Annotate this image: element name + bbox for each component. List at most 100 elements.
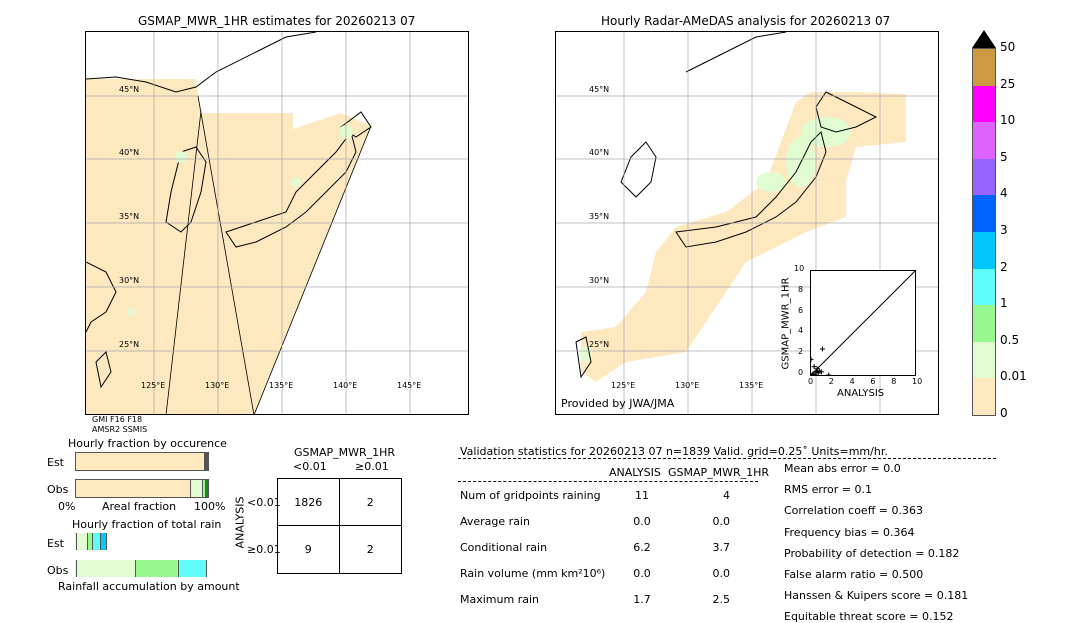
colorbar-extend-arrow — [972, 30, 996, 48]
stat-gsmap-value: 3.7 — [712, 541, 731, 554]
lon-label: 135°E — [739, 381, 764, 390]
scatter-ylabel: GSMAP_MWR_1HR — [780, 277, 792, 370]
scatter-canvas — [811, 271, 915, 375]
scatter-y-tick: 6 — [798, 305, 804, 315]
bar-segment — [190, 480, 203, 497]
colorbar-segment — [973, 49, 995, 86]
one-to-one-line — [811, 271, 915, 375]
stats-col-gsmap: GSMAP_MWR_1HR — [668, 466, 770, 479]
cell-hit-none: 1826 — [278, 479, 340, 526]
bar-segment — [206, 453, 208, 470]
stat-analysis-value: 0.0 — [633, 515, 651, 528]
colorbar-label: 0.5 — [1000, 332, 1020, 347]
cell-hit: 2 — [366, 543, 374, 556]
lon-label: 130°E — [675, 381, 700, 390]
coastline — [575, 32, 878, 379]
divider — [458, 458, 996, 459]
lat-label: 35°N — [119, 212, 140, 221]
lon-label: 125°E — [611, 381, 636, 390]
rain-obs-label: Obs — [47, 564, 69, 577]
score-line: Mean abs error = 0.0 — [784, 462, 901, 475]
lat-label: 30°N — [589, 276, 610, 285]
stat-analysis-value: 6.2 — [633, 541, 651, 554]
colorbar-label: 2 — [1000, 259, 1008, 274]
bar-segment — [205, 453, 207, 470]
score-line: Equitable threat score = 0.152 — [784, 610, 954, 623]
colorbar-label: 10 — [1000, 113, 1016, 128]
stat-label: Rain volume (mm km²10⁶) — [460, 567, 606, 580]
score-line: Probability of detection = 0.182 — [784, 546, 960, 560]
left-map-title: GSMAP_MWR_1HR estimates for 20260213 07 — [138, 14, 416, 28]
occ-est-bar — [75, 452, 209, 471]
divider — [458, 481, 758, 482]
scatter-x-tick: 0 — [808, 377, 814, 386]
stat-label: Conditional rain — [460, 541, 548, 554]
col-label-ge: ≥0.01 — [355, 460, 389, 473]
colorbar-label: 4 — [1000, 186, 1008, 201]
scatter-xlabel: ANALYSIS — [837, 388, 885, 399]
lat-label: 30°N — [119, 276, 140, 285]
lat-label: 45°N — [119, 85, 140, 94]
bar-segment — [206, 480, 208, 497]
lat-label: 40°N — [119, 148, 140, 157]
colorbar-segment — [973, 305, 995, 342]
scatter-y-tick: 8 — [798, 284, 804, 294]
colorbar — [972, 48, 996, 416]
bar-segment — [93, 533, 102, 550]
bar-segment — [76, 453, 205, 470]
bar-segment — [75, 560, 77, 577]
swath-area — [86, 79, 371, 414]
scatter-x-tick: 2 — [828, 377, 834, 386]
score-line: Correlation coeff = 0.363 — [784, 504, 923, 518]
cell-false-alarm: 2 — [339, 479, 401, 526]
lat-label: 45°N — [589, 85, 610, 94]
bar-segment — [75, 533, 77, 550]
scatter-x-tick: 4 — [849, 377, 855, 386]
stats-col-analysis: ANALYSIS — [609, 466, 661, 479]
occ-obs-bar — [75, 479, 209, 498]
row-label-ge: ≥0.01 — [247, 543, 281, 556]
colorbar-segment — [973, 268, 995, 306]
scatter-x-tick: 8 — [891, 377, 897, 386]
colorbar-segment — [973, 122, 995, 159]
occ-tick-100: 100% — [194, 500, 226, 513]
bar-segment — [76, 480, 191, 497]
colorbar-segment — [973, 85, 995, 123]
bar-segment — [88, 533, 94, 550]
lat-label: 25°N — [589, 340, 610, 349]
colorbar-label: 5 — [1000, 149, 1008, 164]
colorbar-label: 50 — [1000, 40, 1016, 54]
coastline — [86, 32, 372, 389]
scatter-point — [812, 372, 818, 375]
row-label-lt: <0.01 — [247, 496, 281, 509]
lat-label: 25°N — [119, 340, 140, 349]
colorbar-segment — [973, 231, 995, 269]
stat-gsmap-value: 4 — [723, 489, 730, 502]
score-line: RMS error = 0.1 — [784, 483, 872, 497]
stat-analysis-value: 1.7 — [633, 593, 651, 606]
green-rain-patches — [127, 125, 353, 316]
lon-label: 130°E — [205, 381, 230, 390]
colorbar-segment — [973, 378, 995, 415]
rain-est-bar — [75, 533, 207, 550]
stat-analysis-value: 11 — [635, 489, 649, 502]
bar-segment — [135, 560, 180, 577]
swath-edge — [197, 95, 255, 414]
occ-obs-label: Obs — [47, 483, 69, 496]
bar-segment — [76, 533, 89, 550]
scatter-x-tick: 10 — [912, 377, 923, 386]
swath-edge — [253, 125, 372, 414]
rain-est-label: Est — [47, 537, 64, 550]
scatter-point — [811, 356, 814, 362]
sensor-list: GMI F16 F18 AMSR2 SSMIS — [92, 415, 148, 434]
stat-analysis-value: 0.0 — [633, 567, 651, 580]
score-line: False alarm ratio = 0.500 — [784, 568, 924, 581]
stat-label: Maximum rain — [460, 593, 539, 606]
left-map — [85, 31, 469, 415]
score-line: Hanssen & Kuipers score = 0.181 — [784, 589, 969, 603]
scatter-point — [811, 372, 815, 375]
score-line: Frequency bias = 0.364 — [784, 525, 915, 539]
cell-miss: 9 — [278, 526, 340, 573]
scatter-y-tick: 2 — [798, 347, 804, 357]
lon-label: 145°E — [397, 381, 422, 390]
